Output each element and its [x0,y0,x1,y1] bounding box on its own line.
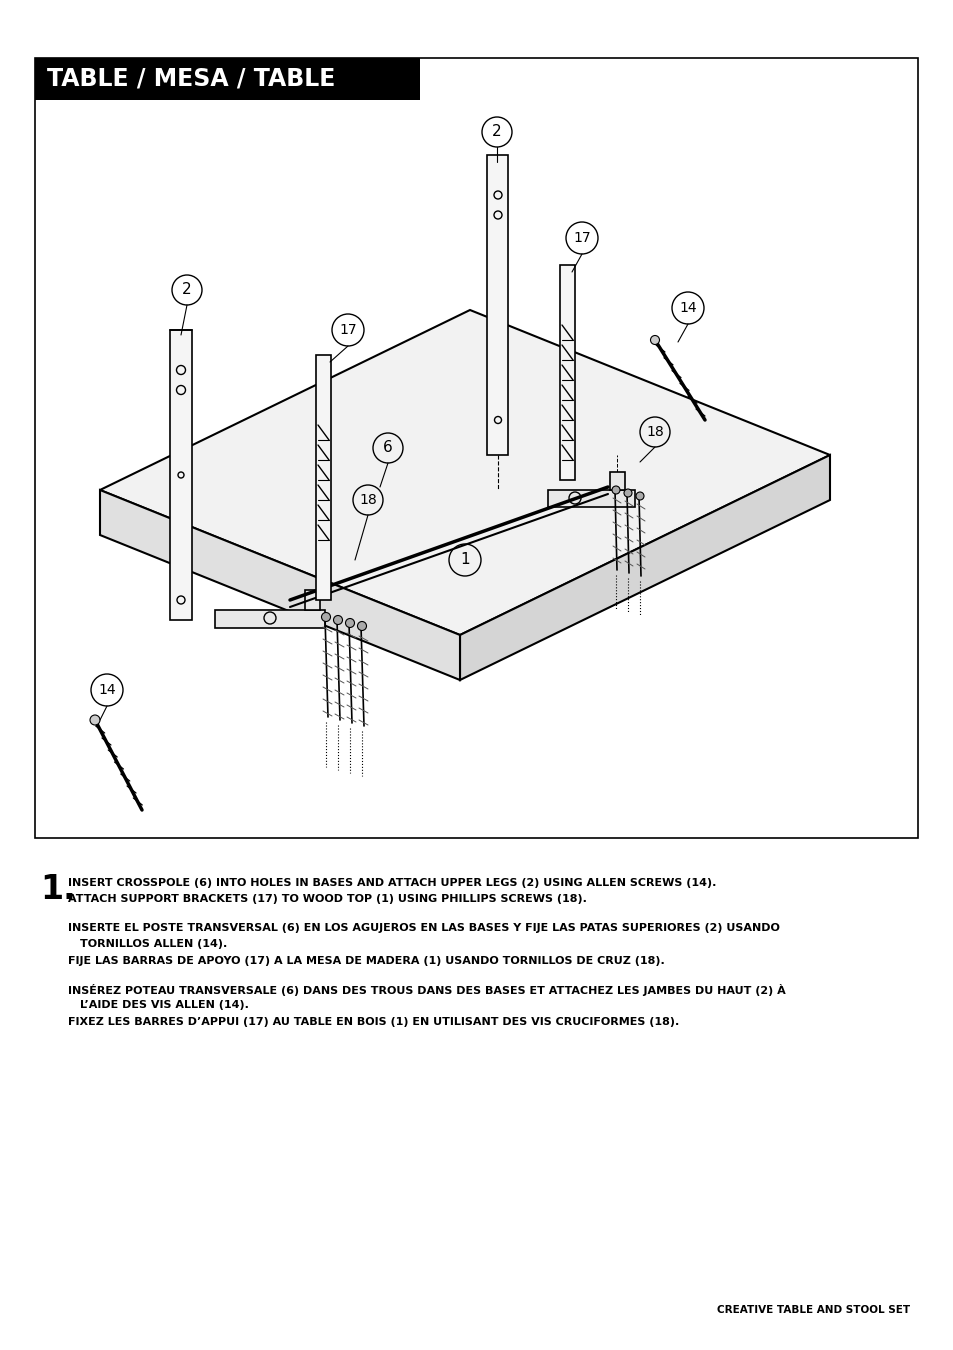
Bar [35,58,419,100]
Circle shape [650,336,659,344]
Polygon shape [100,490,459,680]
Text: 2: 2 [492,124,501,139]
Text: INSERT CROSSPOLE (6) INTO HOLES IN BASES AND ATTACH UPPER LEGS (2) USING ALLEN S: INSERT CROSSPOLE (6) INTO HOLES IN BASES… [68,878,716,888]
Polygon shape [315,355,331,599]
Text: ATTACH SUPPORT BRACKETS (17) TO WOOD TOP (1) USING PHILLIPS SCREWS (18).: ATTACH SUPPORT BRACKETS (17) TO WOOD TOP… [68,895,586,905]
Polygon shape [486,155,507,455]
Text: 18: 18 [645,425,663,439]
Text: L’AIDE DES VIS ALLEN (14).: L’AIDE DES VIS ALLEN (14). [80,1000,249,1010]
Text: 6: 6 [383,440,393,455]
Text: TORNILLOS ALLEN (14).: TORNILLOS ALLEN (14). [80,940,227,949]
Polygon shape [547,490,635,508]
Polygon shape [214,610,325,628]
Bar [35,58,917,838]
Text: 17: 17 [339,323,356,338]
Text: 14: 14 [679,301,696,315]
Polygon shape [305,590,319,610]
Polygon shape [170,329,192,620]
Text: INSERTE EL POSTE TRANSVERSAL (6) EN LOS AGUJEROS EN LAS BASES Y FIJE LAS PATAS S: INSERTE EL POSTE TRANSVERSAL (6) EN LOS … [68,922,779,933]
Circle shape [90,716,100,725]
Circle shape [623,489,631,497]
Circle shape [345,618,355,628]
Text: 2: 2 [182,282,192,297]
Circle shape [334,616,342,625]
Text: FIXEZ LES BARRES D’APPUI (17) AU TABLE EN BOIS (1) EN UTILISANT DES VIS CRUCIFOR: FIXEZ LES BARRES D’APPUI (17) AU TABLE E… [68,1017,679,1026]
Polygon shape [559,265,575,481]
Text: 17: 17 [573,231,590,244]
Polygon shape [609,472,624,490]
Polygon shape [100,310,829,634]
Text: CREATIVE TABLE AND STOOL SET: CREATIVE TABLE AND STOOL SET [716,1305,909,1315]
Circle shape [636,491,643,500]
Text: FIJE LAS BARRAS DE APOYO (17) A LA MESA DE MADERA (1) USANDO TORNILLOS DE CRUZ (: FIJE LAS BARRAS DE APOYO (17) A LA MESA … [68,956,664,965]
Text: 18: 18 [358,493,376,508]
Circle shape [357,621,366,630]
Circle shape [612,486,619,494]
Text: INSÉREZ POTEAU TRANSVERSALE (6) DANS DES TROUS DANS DES BASES ET ATTACHEZ LES JA: INSÉREZ POTEAU TRANSVERSALE (6) DANS DES… [68,984,785,995]
Text: 1.: 1. [40,873,75,906]
Polygon shape [459,455,829,680]
Text: 1: 1 [459,552,469,567]
Circle shape [321,613,330,621]
Text: TABLE / MESA / TABLE: TABLE / MESA / TABLE [47,68,335,90]
Text: 14: 14 [98,683,115,697]
